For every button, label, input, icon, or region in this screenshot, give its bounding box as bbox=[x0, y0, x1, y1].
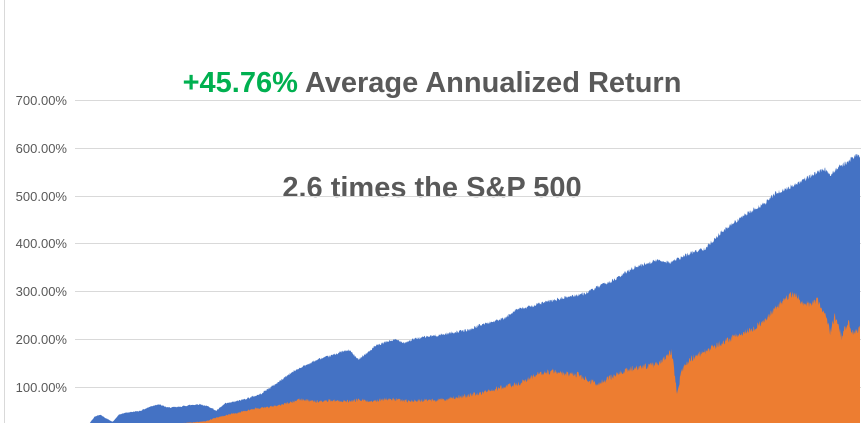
plot-area bbox=[89, 153, 860, 423]
title-line1-text: Average Annualized Return bbox=[297, 67, 682, 99]
y-axis-tick-label: 300.00% bbox=[15, 284, 67, 299]
gridline bbox=[75, 148, 861, 149]
gridline bbox=[75, 291, 861, 292]
y-axis-tick-label: 400.00% bbox=[15, 236, 67, 252]
gridline bbox=[75, 243, 861, 244]
y-axis-tick-label: 500.00% bbox=[15, 188, 67, 204]
gridline bbox=[75, 196, 861, 197]
y-axis-tick-label: 100.00% bbox=[15, 379, 67, 395]
y-axis-tick-label: 200.00% bbox=[15, 331, 67, 347]
gridline bbox=[75, 100, 861, 101]
orange-cumulative-return-area bbox=[180, 291, 860, 423]
title-return-value: +45.76% bbox=[182, 67, 298, 99]
y-axis-tick-label: 600.00% bbox=[15, 140, 67, 156]
y-axis-tick-label: 700.00% bbox=[15, 93, 67, 108]
chart-left-border bbox=[4, 0, 5, 423]
title-line-1: +45.76% Average Annualized Return bbox=[0, 66, 864, 101]
title-line-2: 2.6 times the S&P 500 bbox=[282, 172, 582, 204]
chart-title: +45.76% Average Annualized Return 2.6 ti… bbox=[0, 66, 864, 204]
